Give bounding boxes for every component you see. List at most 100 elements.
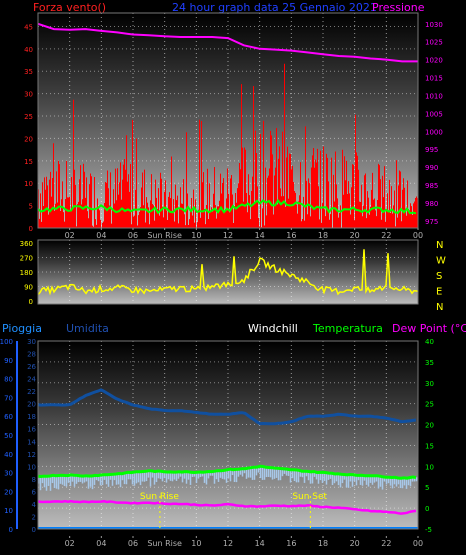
pioggia-tick-label: 80 [4,376,13,384]
wind-axis-ticks: 0 5 10 15 20 25 30 35 40 45 [24,23,33,233]
x-tick-label: 04 [96,231,106,240]
pioggia-tick-label: 60 [4,413,13,421]
temperature-tick-label: 5 [425,484,429,492]
umidita-tick-label: 28 [27,351,36,359]
temperature-tick-label: 20 [425,422,434,430]
x-tick-label: 02 [65,539,75,548]
pressure-tick-label: 1025 [425,39,443,47]
pressure-tick-label: 975 [425,218,438,226]
direction-tick-label: 180 [20,269,33,277]
pioggia-tick-label: 90 [4,357,13,365]
temperature-humidity-panel: Sun Rise Sun Set 0102030405060708090100 … [0,338,434,548]
pressure-tick-label: 1010 [425,92,443,100]
compass-label: N [436,302,443,313]
compass-label: W [436,256,446,267]
x-tick-label: 12 [223,231,233,240]
legend-temperatura: Temperatura [312,322,383,335]
umidita-tick-label: 20 [27,401,36,409]
x-tick-label: 10 [191,539,201,548]
wind-tick-label: 45 [24,23,33,31]
pioggia-tick-label: 100 [0,338,13,346]
umidita-tick-label: 26 [27,363,36,371]
wind-tick-label: 30 [24,91,33,99]
wind-tick-label: 0 [29,225,33,233]
pressure-tick-label: 985 [425,182,438,190]
x-tick-label: 22 [381,539,391,548]
direction-tick-label: 360 [20,240,33,248]
header-left: Forza vento() [33,1,106,14]
x-tick-label: 16 [286,539,296,548]
umidita-tick-label: 22 [27,388,36,396]
x-tick-label: Sun Rise [147,539,182,548]
pressure-tick-label: 1005 [425,110,443,118]
x-tick-label: 18 [318,231,328,240]
umidita-tick-label: 12 [27,451,36,459]
pressure-tick-label: 990 [425,164,438,172]
pressure-tick-label: 1015 [425,75,443,83]
pioggia-axis-ticks: 0 10 20 30 40 50 60 70 80 90 100 [0,338,18,534]
wind-tick-label: 5 [29,203,33,211]
wind-tick-label: 35 [24,68,33,76]
pressure-tick-label: 980 [425,200,438,208]
temperature-tick-label: 40 [425,338,434,346]
compass-label: N [436,240,443,251]
compass-label: E [436,287,442,298]
temperature-tick-label: -5 [425,526,432,534]
legend-dewpoint: Dew Point (°C) [392,322,466,335]
temperature-tick-label: 15 [425,442,434,450]
dewpoint-line [37,499,417,515]
umidita-tick-label: 4 [32,501,37,509]
pressure-line [37,22,418,63]
wind-tick-label: 20 [24,135,33,143]
pioggia-tick-label: 30 [4,470,13,478]
x-tick-label: Sun Rise [147,231,182,240]
wind-tick-label: 15 [24,158,33,166]
pioggia-tick-label: 20 [4,488,13,496]
direction-line [37,249,419,296]
pioggia-tick-label: 70 [4,394,13,402]
pressure-tick-label: 995 [425,146,438,154]
direction-tick-label: 270 [20,255,33,263]
pioggia-tick-label: 40 [4,451,13,459]
pioggia-tick-label: 10 [4,507,13,515]
header-center: 24 hour graph data 25 Gennaio 2021 [172,1,377,14]
temperature-tick-label: 0 [425,505,429,513]
humidity-line [37,388,417,426]
umidita-tick-label: 0 [32,526,36,534]
umidita-tick-label: 14 [27,438,36,446]
direction-tick-label: 0 [29,298,33,306]
legend-windchill: Windchill [248,322,298,335]
header-right: Pressione [372,1,425,14]
temperature-tick-label: 10 [425,463,434,471]
sunrise-label: Sun Rise [140,492,179,502]
umidita-tick-label: 30 [27,338,36,346]
umidita-tick-label: 8 [32,476,36,484]
panel2-frame [37,239,419,305]
legend-umidita: Umidita [66,322,109,335]
x-tick-label: 20 [350,539,360,548]
temperature-tick-label: 25 [425,401,434,409]
gust-line [37,198,417,215]
temperature-tick-label: 30 [425,380,434,388]
pioggia-tick-label: 50 [4,432,13,440]
temperature-axis-ticks: -5 0 5 10 15 20 25 30 35 40 [425,338,434,534]
pressure-tick-label: 1030 [425,21,443,29]
x-tick-label: 06 [128,539,138,548]
x-tick-label: 18 [318,539,328,548]
umidita-tick-label: 18 [27,413,36,421]
wind-tick-label: 10 [24,180,33,188]
x-tick-label: 02 [65,231,75,240]
pressure-axis-ticks: 975 980 985 990 995 1000 1005 1010 1015 1020 1025 1… [425,21,443,226]
x-tick-label: 14 [255,539,265,548]
x-tick-label: 04 [96,539,106,548]
panel3-frame [37,340,419,530]
umidita-tick-label: 6 [32,488,37,496]
panel3-x-ticks: 02 04 06 Sun Rise 10 12 14 16 18 20 22 00 [65,536,423,548]
legend-pioggia: Pioggia [2,322,42,335]
x-tick-label: 14 [255,231,265,240]
